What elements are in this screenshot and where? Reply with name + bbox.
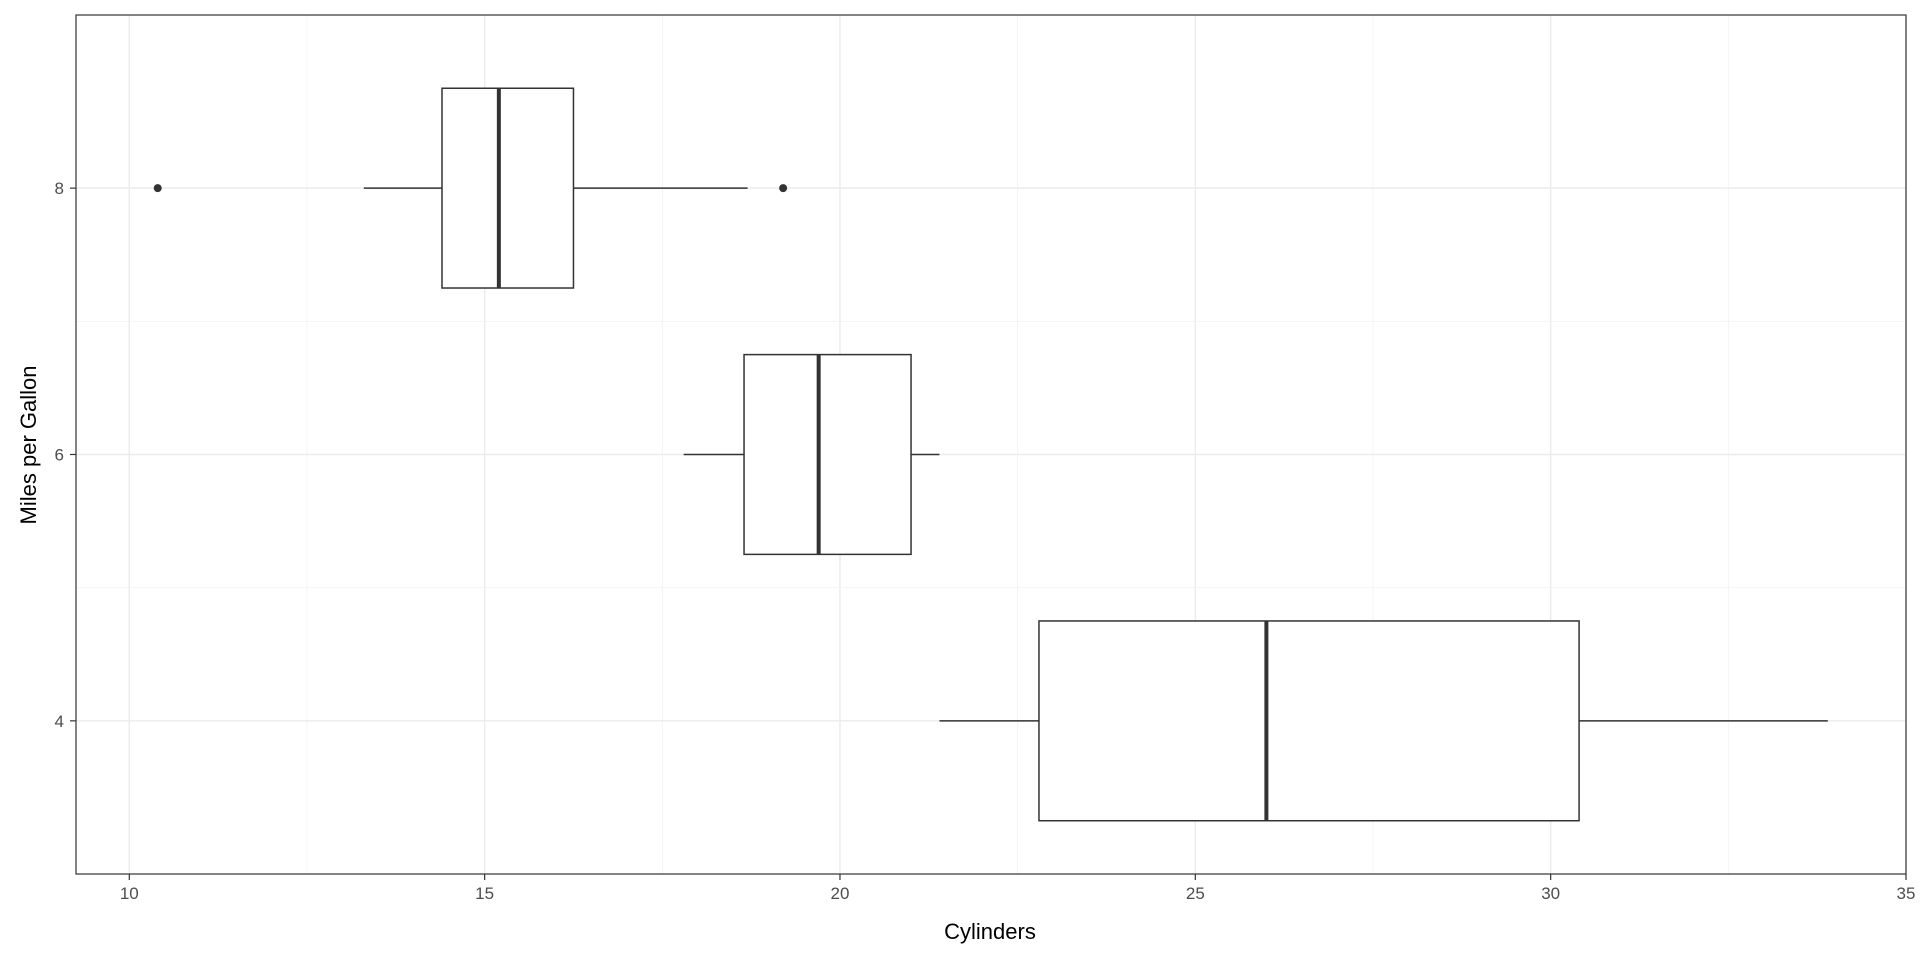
tick-layer: 10 15 20 25 30 35 4 6 8: [55, 179, 1916, 903]
box-group-4: [939, 620, 1828, 822]
x-tick-label: 10: [120, 884, 139, 903]
y-tick-label: 4: [55, 712, 64, 731]
outlier-point: [153, 184, 162, 193]
x-tick-label: 35: [1897, 884, 1916, 903]
box-iqr: [743, 353, 912, 556]
x-tick-label: 15: [475, 884, 494, 903]
x-tick-label: 20: [831, 884, 850, 903]
x-tick-label: 30: [1541, 884, 1560, 903]
x-tick-label: 25: [1186, 884, 1205, 903]
y-axis-title: Miles per Gallon: [16, 366, 41, 525]
y-tick-label: 8: [55, 179, 64, 198]
box-iqr: [1038, 620, 1580, 822]
y-tick-label: 6: [55, 445, 64, 464]
box-layer: [153, 87, 1828, 822]
box-group-8: [153, 87, 788, 289]
outlier-point: [779, 184, 788, 193]
grid-layer: [76, 15, 1907, 874]
x-axis-title: Cylinders: [944, 919, 1036, 944]
box-group-6: [683, 353, 940, 556]
box-iqr: [441, 87, 575, 289]
panel-border: [75, 14, 1907, 875]
